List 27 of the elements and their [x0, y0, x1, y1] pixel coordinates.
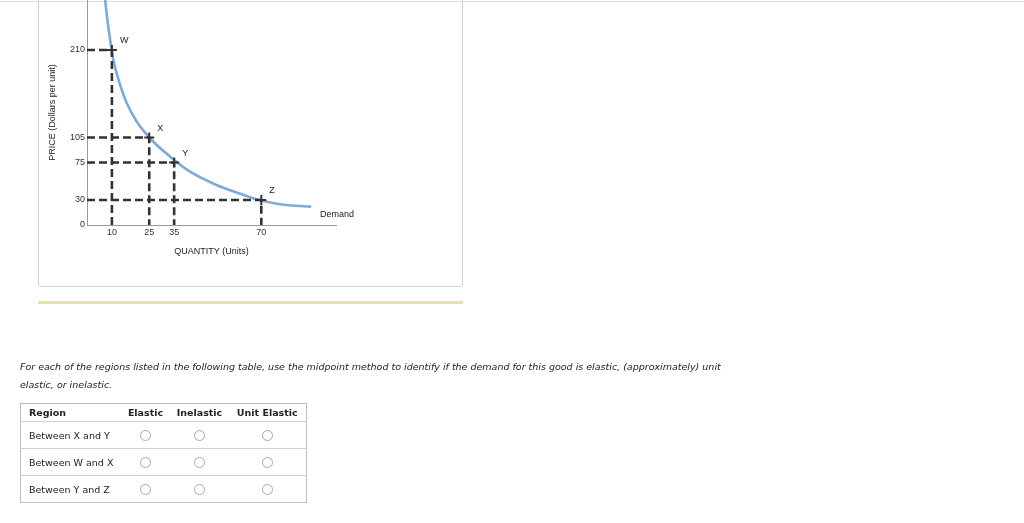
series-label: Demand	[320, 209, 355, 220]
text: Unit Elastic	[235, 406, 299, 420]
text: Between X and Y	[20, 421, 121, 449]
y-tick-label: 105	[69, 131, 85, 142]
text: Region	[28, 406, 68, 420]
annotation: Z	[269, 185, 276, 196]
x-tick-label: 70	[256, 226, 267, 237]
point	[143, 131, 156, 144]
y-tick-label: 0	[79, 219, 85, 230]
text: Elastic	[126, 406, 165, 420]
text: Between Y and Z	[20, 475, 121, 503]
annotation: X	[157, 122, 164, 133]
line-series	[103, 0, 313, 208]
y-tick-label: 210	[69, 44, 85, 55]
y-tick-label: 30	[74, 194, 85, 205]
x-tick-label: 10	[106, 226, 117, 237]
text: For each of the regions listed in the following table, use the midpoint method to identify if the demand for this good is elastic, (approximately) unit elastic, or inelastic.	[20, 360, 722, 392]
annotation: W	[119, 35, 129, 46]
point	[168, 156, 181, 169]
x-tick-label: 25	[144, 226, 155, 237]
text: Between W and X	[20, 448, 121, 476]
y-axis-title: PRICE (Dollars per unit)	[46, 64, 57, 161]
text: Inelastic	[175, 406, 224, 420]
x-axis-title: QUANTITY (Units)	[174, 246, 249, 257]
y-tick-label: 75	[74, 156, 85, 167]
annotation: Y	[182, 147, 189, 158]
x-tick-label: 35	[169, 226, 180, 237]
